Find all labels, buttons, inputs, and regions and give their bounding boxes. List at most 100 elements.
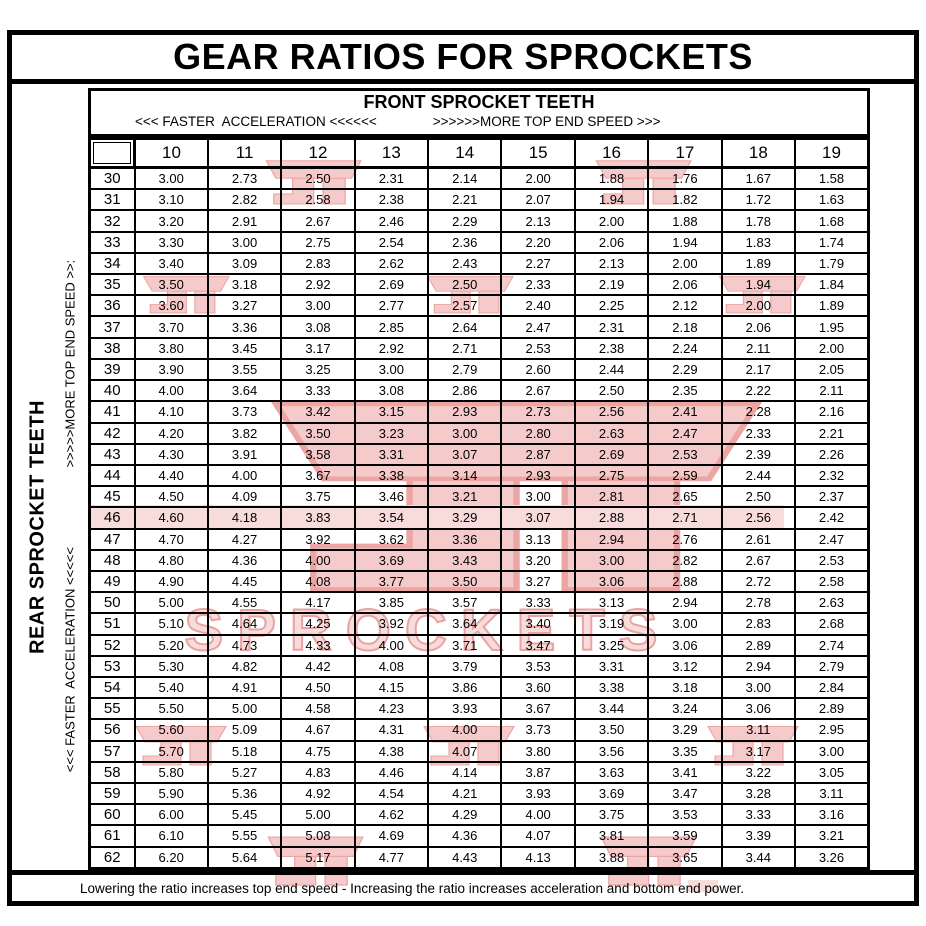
ratio-cell: 4.82 [206,654,283,678]
ratio-cell: 3.40 [500,612,576,636]
ratio-cell: 3.59 [647,824,723,848]
ratio-cell: 4.50 [280,675,356,700]
grid-body: 30 3.00 2.73 2.50 2.31 2.14 2.00 1.88 1.76 1.67 1.… [88,166,870,870]
ratio-cell: 1.58 [794,166,870,191]
ratio-cell: 4.58 [280,697,356,721]
ratio-cell: 4.30 [133,442,209,466]
ratio-cell: 3.00 [427,421,503,445]
ratio-cell: 3.73 [500,718,576,742]
ratio-cell: 3.21 [427,485,503,509]
table-row: 48 4.80 4.36 4.00 3.69 3.43 3.20 3.00 2.82 2.67 2.… [88,548,870,572]
ratio-cell: 3.85 [353,591,430,615]
table-row: 33 3.30 3.00 2.75 2.54 2.36 2.20 2.06 1.94 1.83 1.… [88,230,870,254]
table-row: 31 3.10 2.82 2.58 2.38 2.21 2.07 1.94 1.82 1.72 1.… [88,188,870,212]
ratio-cell: 4.31 [353,718,430,742]
ratio-cell: 3.90 [133,357,209,382]
ratio-cell: 3.08 [280,315,356,339]
ratio-cell: 3.81 [573,824,650,848]
ratio-cell: 3.46 [353,485,430,509]
ratio-cell: 2.42 [794,506,870,530]
ratio-cell: 2.41 [647,400,723,424]
ratio-cell: 3.88 [573,845,650,870]
ratio-cell: 1.63 [794,188,870,212]
ratio-cell: 2.79 [794,654,870,678]
ratio-cell: 4.08 [280,569,356,594]
ratio-cell: 4.13 [500,845,576,870]
ratio-cell: 2.54 [353,230,430,254]
rear-teeth-label: 42 [88,421,136,445]
ratio-cell: 3.67 [500,697,576,721]
ratio-cell: 2.81 [573,485,650,509]
grid-head-row: 10 11 12 13 14 15 16 17 18 19 [88,137,870,169]
ratio-cell: 3.00 [720,675,797,700]
ratio-cell: 3.53 [647,803,723,827]
table-row: 62 6.20 5.64 5.17 4.77 4.43 4.13 3.88 3.65 3.44 3.… [88,845,870,870]
ratio-cell: 3.41 [647,760,723,784]
front-axis-directions: <<< FASTER ACCELERATION <<<<<< >>>>>>MOR… [135,114,867,129]
ratio-cell: 2.25 [573,294,650,318]
ratio-cell: 3.38 [353,463,430,488]
ratio-cell: 3.31 [353,442,430,466]
ratio-cell: 3.21 [794,824,870,848]
ratio-cell: 5.40 [133,675,209,700]
ratio-cell: 2.37 [794,485,870,509]
ratio-cell: 2.88 [573,506,650,530]
ratio-cell: 1.89 [794,294,870,318]
ratio-cell: 2.12 [647,294,723,318]
rear-teeth-label: 57 [88,739,136,763]
ratio-cell: 2.26 [794,442,870,466]
rear-teeth-label: 62 [88,845,136,870]
ratio-cell: 2.67 [720,548,797,572]
ratio-cell: 2.29 [427,209,503,233]
ratio-cell: 3.50 [280,421,356,445]
ratio-cell: 2.13 [573,251,650,276]
ratio-cell: 2.78 [720,591,797,615]
ratio-cell: 2.74 [794,633,870,657]
ratio-cell: 2.63 [794,591,870,615]
ratio-cell: 4.08 [353,654,430,678]
table-row: 56 5.60 5.09 4.67 4.31 4.00 3.73 3.50 3.29 3.11 2.… [88,718,870,742]
front-header-box: FRONT SPROCKET TEETH <<< FASTER ACCELERA… [88,88,870,137]
ratio-cell: 2.60 [500,357,576,382]
rear-teeth-label: 36 [88,294,136,318]
ratio-cell: 2.58 [280,188,356,212]
ratio-cell: 4.80 [133,548,209,572]
ratio-cell: 3.70 [133,315,209,339]
ratio-cell: 3.13 [500,527,576,551]
title-bar: GEAR RATIOS FOR SPROCKETS [7,30,919,84]
ratio-cell: 3.00 [353,357,430,382]
ratio-cell: 4.73 [206,633,283,657]
ratio-cell: 2.36 [427,230,503,254]
ratio-cell: 2.53 [647,442,723,466]
front-axis-title: FRONT SPROCKET TEETH [363,92,595,112]
table-row: 50 5.00 4.55 4.17 3.85 3.57 3.33 3.13 2.94 2.78 2.… [88,591,870,615]
ratio-cell: 3.91 [206,442,283,466]
ratio-cell: 3.55 [206,357,283,382]
ratio-cell: 2.63 [573,421,650,445]
ratio-cell: 2.38 [353,188,430,212]
ratio-cell: 3.26 [794,845,870,870]
ratio-cell: 2.57 [427,294,503,318]
ratio-cell: 2.17 [720,357,797,382]
ratio-cell: 4.00 [500,803,576,827]
ratio-cell: 2.50 [573,379,650,403]
ratio-cell: 2.50 [427,273,503,297]
ratio-cell: 3.00 [500,485,576,509]
ratio-cell: 1.94 [573,188,650,212]
rear-axis-title: REAR SPROCKET TEETH [26,400,49,654]
ratio-cell: 4.54 [353,781,430,806]
ratio-cell: 2.20 [500,230,576,254]
ratio-cell: 4.29 [427,803,503,827]
rear-teeth-label: 34 [88,251,136,276]
ratio-cell: 3.82 [206,421,283,445]
table-row: 53 5.30 4.82 4.42 4.08 3.79 3.53 3.31 3.12 2.94 2.… [88,654,870,678]
ratio-cell: 3.17 [720,739,797,763]
rear-teeth-label: 59 [88,781,136,806]
gear-ratio-table: 10 11 12 13 14 15 16 17 18 19 30 3.00 2.73 2.50 2.31 2… [88,137,870,870]
ratio-cell: 2.94 [573,527,650,551]
rear-teeth-label: 43 [88,442,136,466]
table-row: 32 3.20 2.91 2.67 2.46 2.29 2.13 2.00 1.88 1.78 1.… [88,209,870,233]
ratio-cell: 3.12 [647,654,723,678]
ratio-cell: 3.08 [353,379,430,403]
ratio-cell: 3.47 [647,781,723,806]
